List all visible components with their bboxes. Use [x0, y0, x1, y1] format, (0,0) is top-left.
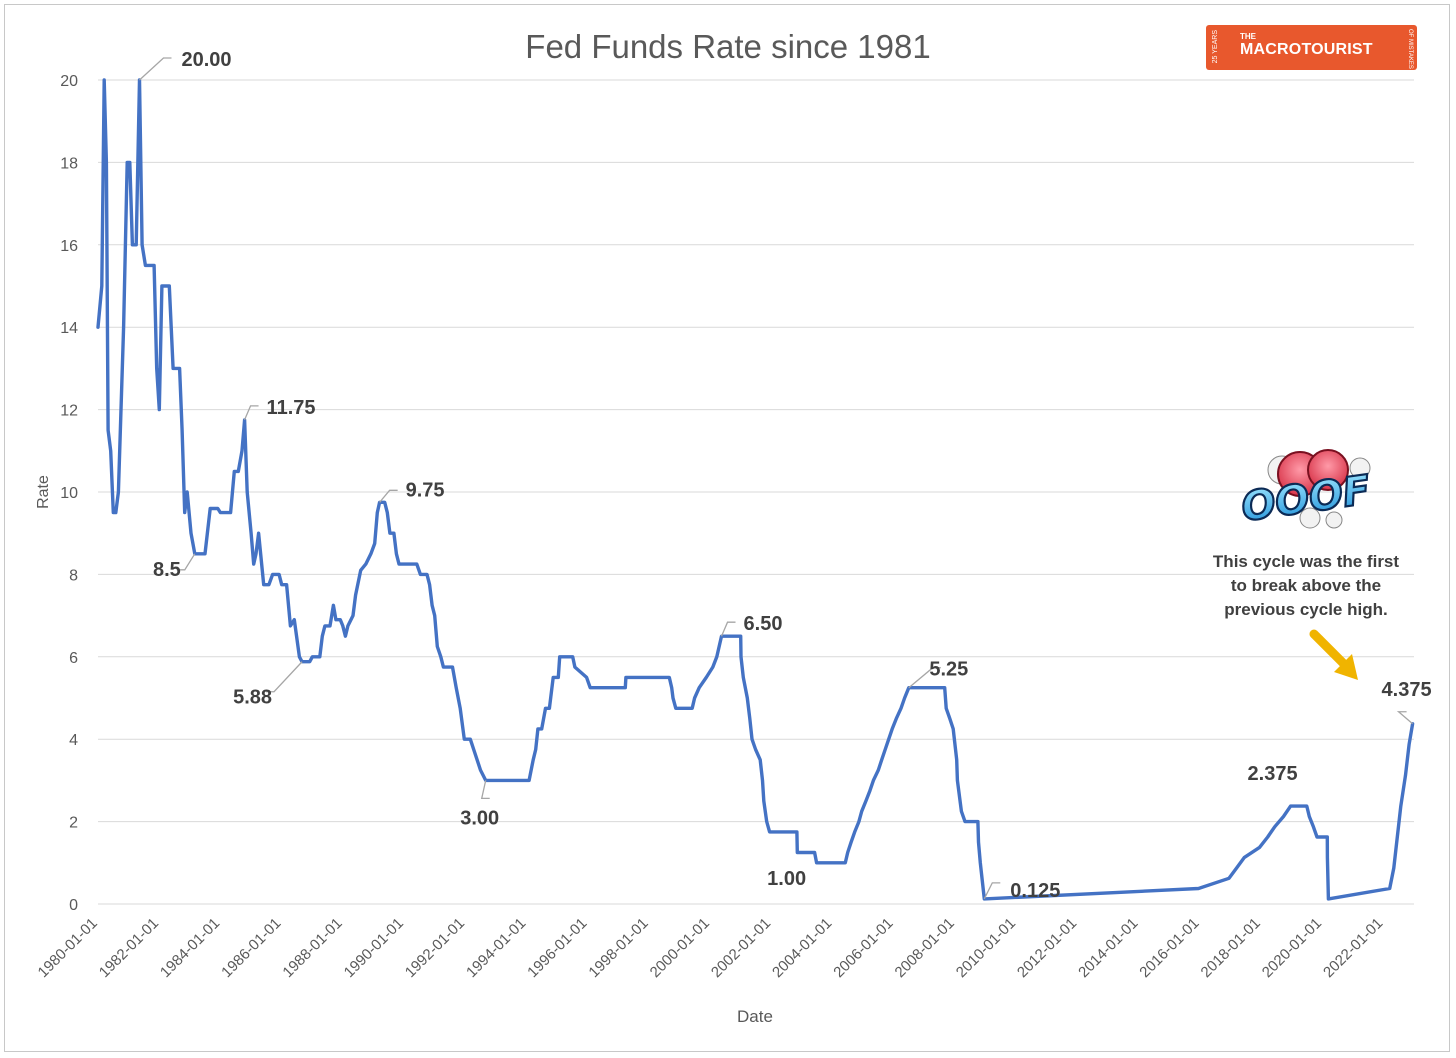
y-tick-label: 6 [69, 650, 78, 667]
x-tick-label: 2012-01-01 [1014, 915, 1080, 981]
callout-line-1: This cycle was the first [1213, 552, 1399, 571]
annotation-leader [139, 57, 172, 81]
annotation-leader [243, 405, 259, 421]
x-tick-label: 1992-01-01 [402, 915, 468, 981]
annotation-label: 6.50 [744, 613, 783, 635]
annotation-label: 11.75 [267, 397, 316, 419]
x-tick-label: 2000-01-01 [647, 915, 713, 981]
x-tick-label: 1986-01-01 [218, 915, 284, 981]
x-tick-label: 1990-01-01 [341, 915, 407, 981]
annotation-label: 8.5 [153, 559, 181, 581]
chart-frame [4, 4, 1450, 1052]
annotation-leader [176, 553, 196, 571]
logo-brand: MACROTOURIST [1240, 41, 1373, 58]
y-tick-label: 4 [69, 732, 78, 749]
annotation-label: 0.125 [1010, 880, 1060, 902]
y-tick-label: 2 [69, 815, 78, 832]
x-tick-label: 2004-01-01 [769, 915, 835, 981]
x-tick-label: 1980-01-01 [35, 915, 101, 981]
annotation-label: 4.375 [1382, 679, 1432, 701]
x-tick-label: 1984-01-01 [157, 915, 223, 981]
y-tick-label: 0 [69, 897, 78, 914]
logo-side: OF MISTAKES [1407, 29, 1413, 69]
x-tick-label: 2010-01-01 [953, 915, 1019, 981]
annotation-label: 5.88 [233, 687, 272, 709]
y-tick-label: 18 [60, 155, 78, 172]
ooof-sticker: OOOF [1238, 449, 1374, 532]
x-tick-label: 2014-01-01 [1075, 915, 1141, 981]
chart-title: Fed Funds Rate since 1981 [525, 28, 930, 65]
callout-line-3: previous cycle high. [1224, 600, 1387, 619]
y-tick-label: 8 [69, 567, 78, 584]
x-tick-label: 1988-01-01 [279, 915, 345, 981]
x-tick-label: 1996-01-01 [524, 915, 590, 981]
logo-the: THE [1240, 32, 1256, 41]
x-tick-label: 1982-01-01 [96, 915, 162, 981]
annotation-label: 2.375 [1248, 763, 1298, 785]
y-tick-label: 20 [60, 73, 78, 90]
callout-arrow [1309, 629, 1358, 680]
annotation-leader [266, 661, 303, 693]
gridlines [98, 79, 1414, 905]
y-tick-label: 14 [60, 320, 78, 337]
annotation-leader [1396, 711, 1413, 725]
callout-line-2: to break above the [1231, 576, 1381, 595]
x-tick-label: 1998-01-01 [586, 915, 652, 981]
annotation-label: 3.00 [460, 807, 499, 829]
annotations-layer: 20.00 11.75 9.75 8.5 5.88 3.00 6.50 1.00 5.25 0.1… [139, 49, 1432, 902]
x-tick-label: 2002-01-01 [708, 915, 774, 981]
macro-tourist-logo: 25 YEARS THE MACROTOURIST OF MISTAKES [1206, 25, 1417, 70]
series-layer [96, 78, 1415, 901]
x-tick-label: 1994-01-01 [463, 915, 529, 981]
series-line [96, 78, 1415, 901]
x-axis-ticks: 1980-01-011982-01-011984-01-011986-01-01… [35, 915, 1387, 981]
annotation-label: 9.75 [406, 479, 445, 501]
annotation-label: 1.00 [767, 868, 806, 890]
x-tick-label: 2008-01-01 [892, 915, 958, 981]
ooof-text: OOOF [1239, 467, 1373, 531]
x-tick-label: 2018-01-01 [1198, 915, 1264, 981]
y-tick-label: 16 [60, 238, 78, 255]
x-tick-label: 2020-01-01 [1259, 915, 1325, 981]
x-axis-label: Date [737, 1007, 773, 1026]
annotation-label: 5.25 [929, 659, 968, 681]
y-tick-label: 10 [60, 485, 78, 502]
annotation-leader [379, 489, 398, 503]
y-tick-label: 12 [60, 403, 78, 420]
y-axis-ticks: 0 2 4 6 8 10 12 14 16 18 20 [60, 73, 78, 914]
annotation-leader [480, 780, 490, 800]
y-axis-label: Rate [35, 475, 52, 509]
x-tick-label: 2022-01-01 [1320, 915, 1386, 981]
x-tick-label: 2006-01-01 [830, 915, 896, 981]
annotation-leader [720, 621, 736, 637]
logo-badge: 25 YEARS [1212, 30, 1219, 64]
x-tick-label: 2016-01-01 [1136, 915, 1202, 981]
annotation-leader [983, 882, 1001, 900]
annotation-label: 20.00 [181, 49, 231, 71]
annotation-leader [908, 667, 941, 689]
